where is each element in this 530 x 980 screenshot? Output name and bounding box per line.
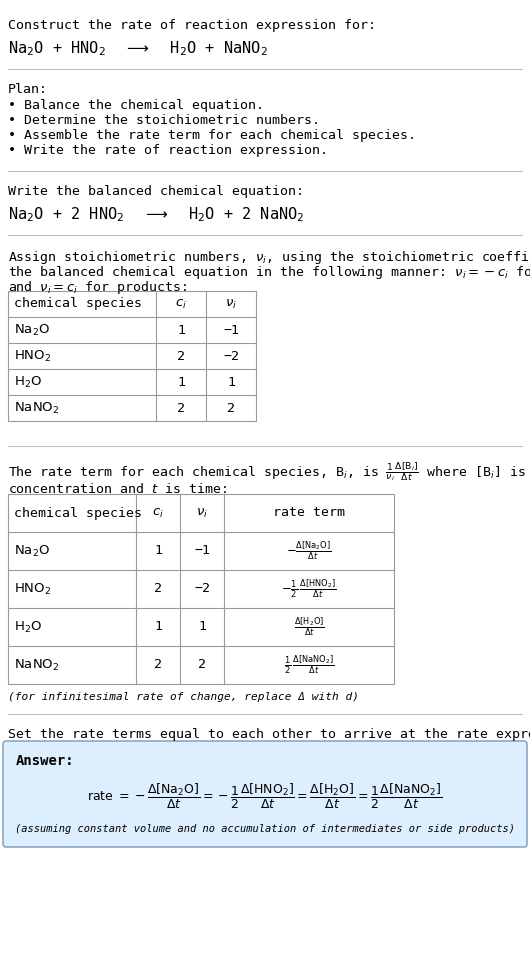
Text: $\frac{\Delta[\mathrm{H_2O}]}{\Delta t}$: $\frac{\Delta[\mathrm{H_2O}]}{\Delta t}$ (294, 615, 324, 638)
Text: 1: 1 (154, 545, 162, 558)
Text: $-\frac{\Delta[\mathrm{Na_2O}]}{\Delta t}$: $-\frac{\Delta[\mathrm{Na_2O}]}{\Delta t… (286, 540, 332, 563)
Text: rate term: rate term (273, 507, 345, 519)
Text: −1: −1 (223, 323, 239, 336)
Text: 2: 2 (177, 350, 185, 363)
Text: 1: 1 (177, 323, 185, 336)
Text: 1: 1 (198, 620, 206, 633)
Text: $\nu_i$: $\nu_i$ (196, 507, 208, 519)
Text: Na$_2$O + 2 HNO$_2$  $\longrightarrow$  H$_2$O + 2 NaNO$_2$: Na$_2$O + 2 HNO$_2$ $\longrightarrow$ H$… (8, 205, 305, 223)
Text: Na$_2$O + HNO$_2$  $\longrightarrow$  H$_2$O + NaNO$_2$: Na$_2$O + HNO$_2$ $\longrightarrow$ H$_2… (8, 39, 268, 58)
Text: 2: 2 (177, 402, 185, 415)
Text: (for infinitesimal rate of change, replace Δ with d): (for infinitesimal rate of change, repla… (8, 692, 359, 702)
Text: $c_i$: $c_i$ (152, 507, 164, 519)
Text: −1: −1 (194, 545, 210, 558)
Text: 1: 1 (154, 620, 162, 633)
Text: (assuming constant volume and no accumulation of intermediates or side products): (assuming constant volume and no accumul… (15, 824, 515, 834)
Text: The rate term for each chemical species, B$_i$, is $\frac{1}{\nu_i}\frac{\Delta[: The rate term for each chemical species,… (8, 460, 530, 483)
Text: −2: −2 (194, 582, 210, 596)
Text: $\frac{1}{2}\,\frac{\Delta[\mathrm{NaNO_2}]}{\Delta t}$: $\frac{1}{2}\,\frac{\Delta[\mathrm{NaNO_… (284, 654, 334, 676)
Text: −2: −2 (223, 350, 239, 363)
Text: HNO$_2$: HNO$_2$ (14, 581, 51, 597)
Text: 2: 2 (227, 402, 235, 415)
Text: H$_2$O: H$_2$O (14, 374, 42, 389)
Text: 2: 2 (154, 659, 162, 671)
Text: 1: 1 (227, 375, 235, 388)
Text: Construct the rate of reaction expression for:: Construct the rate of reaction expressio… (8, 19, 376, 32)
Text: chemical species: chemical species (14, 507, 142, 519)
Text: 2: 2 (198, 659, 206, 671)
Text: and $\nu_i = c_i$ for products:: and $\nu_i = c_i$ for products: (8, 279, 187, 296)
Text: NaNO$_2$: NaNO$_2$ (14, 658, 59, 672)
Text: HNO$_2$: HNO$_2$ (14, 349, 51, 364)
Text: Plan:: Plan: (8, 83, 48, 96)
Text: Write the balanced chemical equation:: Write the balanced chemical equation: (8, 185, 304, 198)
Text: $-\frac{1}{2}\,\frac{\Delta[\mathrm{HNO_2}]}{\Delta t}$: $-\frac{1}{2}\,\frac{\Delta[\mathrm{HNO_… (281, 578, 337, 600)
Text: the balanced chemical equation in the following manner: $\nu_i = -c_i$ for react: the balanced chemical equation in the fo… (8, 264, 530, 281)
Text: Assign stoichiometric numbers, $\nu_i$, using the stoichiometric coefficients, $: Assign stoichiometric numbers, $\nu_i$, … (8, 249, 530, 266)
Text: Na$_2$O: Na$_2$O (14, 322, 50, 337)
Text: NaNO$_2$: NaNO$_2$ (14, 401, 59, 416)
Text: • Write the rate of reaction expression.: • Write the rate of reaction expression. (8, 144, 328, 157)
Text: Na$_2$O: Na$_2$O (14, 544, 50, 559)
Text: • Determine the stoichiometric numbers.: • Determine the stoichiometric numbers. (8, 114, 320, 127)
Text: concentration and $t$ is time:: concentration and $t$ is time: (8, 482, 227, 496)
Text: Set the rate terms equal to each other to arrive at the rate expression:: Set the rate terms equal to each other t… (8, 728, 530, 741)
Text: rate $= -\dfrac{\Delta[\mathrm{Na_2O}]}{\Delta t} = -\dfrac{1}{2}\dfrac{\Delta[\: rate $= -\dfrac{\Delta[\mathrm{Na_2O}]}{… (87, 781, 443, 810)
Text: • Assemble the rate term for each chemical species.: • Assemble the rate term for each chemic… (8, 129, 416, 142)
Text: • Balance the chemical equation.: • Balance the chemical equation. (8, 99, 264, 112)
Text: chemical species: chemical species (14, 298, 142, 311)
Text: Answer:: Answer: (16, 754, 75, 768)
Text: 2: 2 (154, 582, 162, 596)
Text: H$_2$O: H$_2$O (14, 619, 42, 635)
Text: $c_i$: $c_i$ (175, 298, 187, 311)
Text: 1: 1 (177, 375, 185, 388)
Bar (8, 494, 394, 684)
Text: $\nu_i$: $\nu_i$ (225, 298, 237, 311)
FancyBboxPatch shape (3, 741, 527, 847)
Bar (8, 291, 256, 421)
